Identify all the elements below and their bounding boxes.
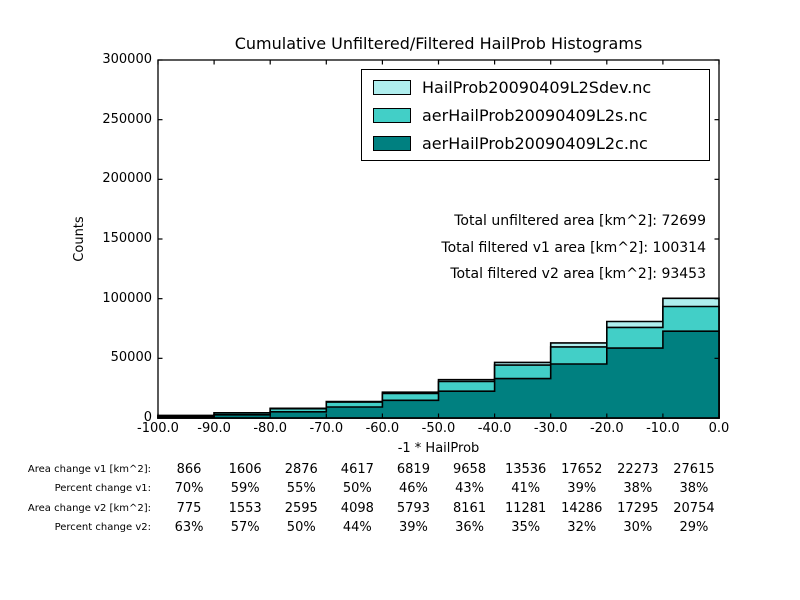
- x-tick-label: -90.0: [197, 421, 231, 436]
- stats-cell: 8161: [453, 500, 487, 516]
- legend-label: HailProb20090409L2Sdev.nc: [422, 77, 652, 97]
- x-tick-label: -10.0: [646, 421, 680, 436]
- y-tick-label: 200000: [102, 171, 152, 187]
- stats-cell: 20754: [673, 500, 715, 516]
- stats-cell: 57%: [230, 520, 260, 535]
- x-tick-label: -100.0: [137, 421, 179, 436]
- stats-row-label: Area change v2 [km^2]:: [27, 502, 151, 514]
- stats-cell: 38%: [623, 481, 653, 496]
- stats-cell: 17295: [617, 500, 659, 516]
- stats-cell: 4617: [340, 462, 374, 477]
- x-tick-label: -30.0: [533, 421, 568, 436]
- y-tick-label: 300000: [102, 52, 152, 67]
- legend-swatch-icon: [373, 107, 411, 123]
- legend: HailProb20090409L2Sdev.nc aerHailProb2009…: [361, 69, 710, 161]
- x-tick-label: -40.0: [477, 421, 512, 436]
- x-tick-label: -20.0: [589, 421, 624, 436]
- stats-row-label: Area change v1 [km^2]:: [27, 464, 151, 475]
- stats-cell: 43%: [455, 481, 484, 496]
- stats-cell: 41%: [511, 481, 541, 496]
- y-tick-label: 150000: [102, 231, 152, 246]
- y-tick-label: 100000: [102, 290, 152, 306]
- legend-swatch-icon: [373, 79, 411, 95]
- y-tick-label: 0: [143, 410, 152, 425]
- stats-cell: 50%: [286, 520, 316, 535]
- stats-cell: 13536: [504, 462, 547, 477]
- stats-cell: 17652: [561, 462, 603, 477]
- stats-cell: 9658: [453, 462, 487, 477]
- stats-cell: 59%: [230, 481, 260, 496]
- annotation-line: Total filtered v2 area [km^2]: 93453: [450, 266, 706, 282]
- chart-title: Cumulative Unfiltered/Filtered HailProb …: [234, 34, 643, 53]
- x-tick-label: 0.0: [708, 421, 730, 436]
- legend-item-2: aerHailProb20090409L2c.nc: [362, 134, 709, 153]
- x-axis-label: -1 * HailProb: [397, 441, 480, 456]
- histogram-series-2: [157, 330, 720, 419]
- stats-cell: 22273: [617, 462, 659, 477]
- stats-cell: 38%: [679, 481, 709, 496]
- stats-cell: 866: [176, 462, 202, 477]
- stats-cell: 39%: [567, 481, 597, 496]
- x-tick-label: -70.0: [309, 421, 344, 436]
- annotation-line: Total unfiltered area [km^2]: 72699: [454, 213, 706, 229]
- stats-cell: 36%: [455, 520, 484, 535]
- stats-cell: 27615: [673, 462, 715, 477]
- stats-row-label: Percent change v2:: [54, 522, 151, 533]
- legend-swatch-icon: [373, 135, 411, 151]
- stats-cell: 14286: [561, 500, 603, 516]
- stats-cell: 29%: [679, 520, 709, 535]
- x-tick-label: -50.0: [421, 421, 456, 436]
- stats-cell: 30%: [623, 520, 653, 535]
- legend-label: aerHailProb20090409L2s.nc: [422, 105, 648, 125]
- stats-cell: 55%: [286, 481, 316, 496]
- stats-cell: 2876: [284, 462, 318, 477]
- stats-row-label: Percent change v1:: [54, 483, 151, 494]
- stats-cell: 70%: [174, 481, 204, 496]
- stats-cell: 2595: [284, 500, 318, 516]
- y-tick-label: 250000: [102, 111, 152, 127]
- stats-cell: 1606: [228, 462, 262, 477]
- stats-cell: 1553: [228, 500, 262, 516]
- stats-cell: 39%: [398, 520, 428, 535]
- stats-cell: 46%: [398, 481, 428, 496]
- x-tick-label: -80.0: [253, 421, 288, 436]
- stats-cell: 50%: [342, 481, 372, 496]
- legend-item-1: aerHailProb20090409L2s.nc: [362, 106, 709, 125]
- legend-label: aerHailProb20090409L2c.nc: [422, 133, 648, 153]
- stats-cell: 44%: [342, 520, 372, 535]
- stats-cell: 63%: [174, 520, 204, 535]
- stats-cell: 32%: [567, 520, 597, 535]
- stats-cell: 35%: [511, 520, 541, 535]
- x-tick-label: -60.0: [365, 421, 400, 436]
- y-axis-label: Counts: [72, 216, 87, 262]
- stats-cell: 4098: [340, 500, 374, 516]
- stats-cell: 11281: [504, 500, 547, 516]
- stats-cell: 5793: [396, 500, 430, 516]
- stats-cell: 775: [176, 500, 202, 516]
- stats-cell: 6819: [396, 462, 430, 477]
- y-tick-label: 50000: [110, 350, 152, 366]
- annotation-line: Total filtered v1 area [km^2]: 100314: [441, 240, 706, 256]
- legend-item-0: HailProb20090409L2Sdev.nc: [362, 78, 709, 97]
